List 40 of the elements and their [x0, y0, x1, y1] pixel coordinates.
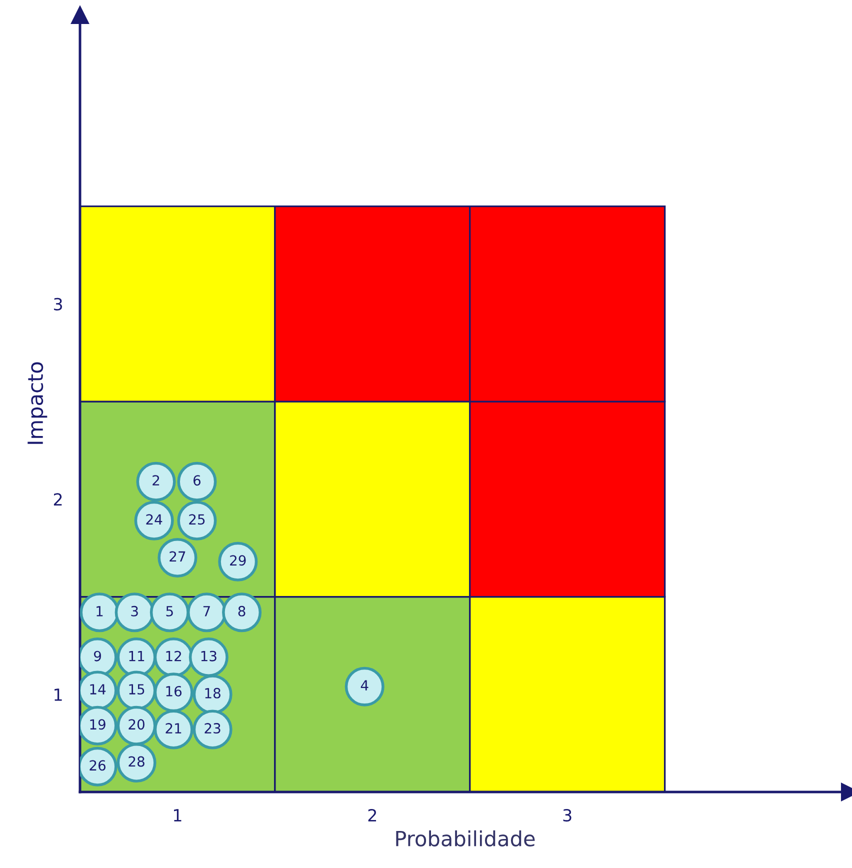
annotation: 18: [205, 688, 220, 698]
point: [222, 592, 262, 632]
annotation: 5: [166, 606, 173, 616]
annotation: 26: [90, 760, 106, 771]
annotation: 27: [170, 551, 186, 562]
y-tick-label: 2: [54, 493, 62, 506]
annotation: 23: [204, 723, 220, 734]
annotation: 2: [152, 475, 160, 486]
annotation: 12: [166, 650, 182, 662]
y-tick-label: 1: [54, 688, 62, 701]
annotation: 21: [166, 723, 182, 734]
x-axis-title: Probabilidade: [396, 830, 535, 846]
point: [136, 462, 176, 502]
point: [344, 666, 384, 706]
annotation: 15: [129, 684, 144, 695]
annotation: 3: [131, 606, 138, 616]
y-tick-label: 3: [54, 298, 62, 311]
annotation: 19: [90, 719, 106, 730]
annotation: 4: [360, 680, 368, 690]
annotation: 16: [166, 686, 182, 696]
annotation: 1: [96, 606, 103, 616]
x-tick-label: 2: [368, 808, 376, 822]
annotation: 7: [203, 606, 210, 616]
annotation: 13: [201, 650, 216, 662]
annotation: 14: [90, 684, 106, 694]
x-tick-label: 1: [174, 809, 182, 822]
point: [177, 462, 217, 502]
annotation: 24: [146, 514, 162, 524]
annotation: 25: [189, 514, 205, 525]
annotation: 20: [128, 719, 144, 730]
x-tick-label: 3: [563, 808, 572, 822]
point: [150, 592, 190, 632]
annotation: 28: [128, 756, 144, 767]
annotation: 6: [194, 475, 201, 486]
annotation: 29: [230, 555, 246, 566]
annotation: 9: [94, 650, 101, 662]
annotation: 8: [238, 606, 246, 616]
annotation: 11: [129, 651, 144, 662]
y-axis-title: Impacto: [28, 362, 48, 444]
point: [186, 592, 226, 632]
